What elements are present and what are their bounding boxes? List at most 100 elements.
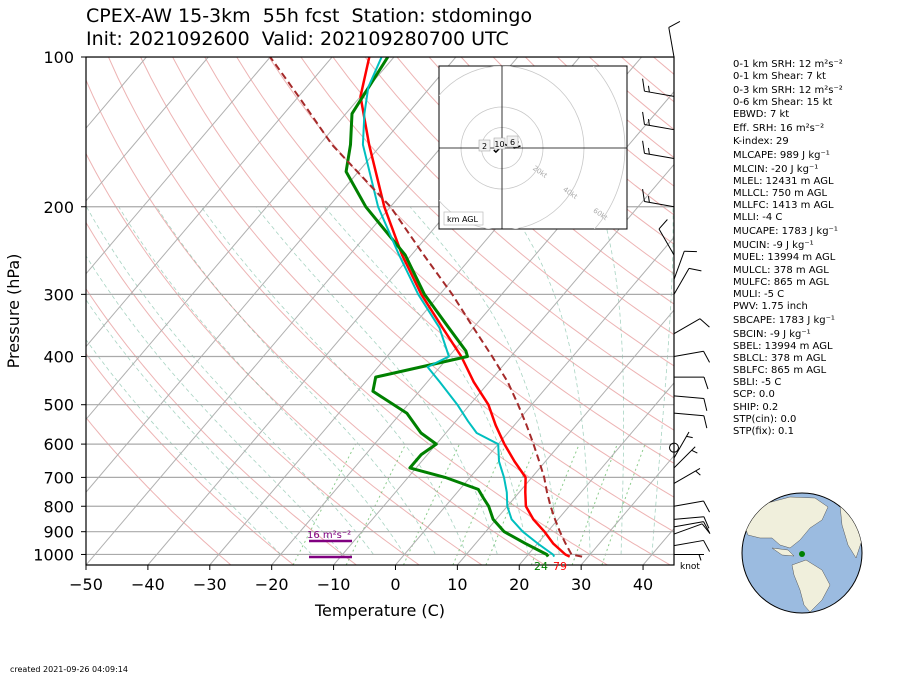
mixing-ratio-line — [601, 443, 646, 565]
isotherm — [580, 455, 674, 565]
index-line: MULI: -5 C — [733, 288, 785, 300]
index-line: SBLFC: 865 m AGL — [733, 365, 827, 377]
indices-panel: 0-1 km SRH: 12 m²s⁻² 0-1 km Shear: 7 kt 0-… — [733, 57, 843, 438]
wind-barb — [673, 412, 708, 429]
plot-frame — [85, 56, 675, 566]
parcel-profile — [269, 57, 583, 558]
created-timestamp: created 2021-09-26 04:09:14 — [10, 665, 128, 674]
index-line: MLLFC: 1413 m AGL — [733, 200, 834, 212]
y-tick-label: 600 — [43, 435, 74, 454]
wind-barbs — [642, 20, 711, 561]
isotherm — [86, 57, 395, 421]
index-line: 0-3 km SRH: 12 m²s⁻² — [733, 85, 843, 97]
hodograph-height-label: 2 — [482, 142, 487, 151]
bottom-temperature-label: 79 — [553, 560, 567, 573]
x-axis-label: Temperature (C) — [314, 601, 445, 620]
dry-adiabat — [268, 57, 674, 431]
dry-adiabat — [86, 288, 357, 565]
y-tick-label: 100 — [43, 48, 74, 67]
location-globe — [741, 492, 863, 614]
index-line: 0-6 km Shear: 15 kt — [733, 97, 833, 109]
isotherm — [86, 57, 209, 202]
x-tick-label: 0 — [390, 575, 400, 594]
wind-barb — [673, 446, 698, 469]
hodograph-height-label: 10 — [494, 140, 504, 149]
title-line-1: CPEX-AW 15-3km 55h fcst Station: stdomin… — [86, 5, 533, 27]
wind-barb — [642, 188, 675, 208]
mixing-ratio-line — [485, 443, 538, 565]
y-tick-label: 500 — [43, 396, 74, 415]
x-tick-label: −30 — [193, 575, 227, 594]
x-tick-label: 40 — [633, 575, 653, 594]
index-line: SBCIN: -9 J kg⁻¹ — [733, 328, 811, 340]
dry-adiabat — [396, 57, 674, 305]
wind-barb — [673, 267, 702, 295]
isotherm — [395, 236, 674, 565]
dry-adiabat — [204, 57, 674, 498]
moist-adiabat — [86, 299, 312, 555]
wind-barb — [673, 468, 701, 484]
dry-adiabat — [300, 57, 674, 399]
wind-barb — [642, 111, 675, 131]
wind-barb — [673, 395, 708, 411]
index-line: PWV: 1.75 inch — [733, 300, 808, 312]
wind-barb — [673, 516, 710, 529]
index-line: MLLI: -4 C — [733, 212, 783, 224]
index-line: SBEL: 13994 m AGL — [733, 341, 833, 353]
dewpoint-profile — [344, 57, 550, 558]
wind-barb — [642, 140, 675, 160]
hodograph-legend-label: km AGL — [447, 215, 479, 224]
index-line: MLLCL: 750 m AGL — [733, 187, 828, 199]
dry-adiabat — [108, 57, 608, 565]
station-marker — [799, 551, 805, 557]
hodograph-height-box — [506, 135, 519, 148]
wind-barb — [673, 350, 711, 363]
x-tick-label: −40 — [131, 575, 165, 594]
dry-adiabat — [332, 57, 674, 367]
x-tick-label: −50 — [69, 575, 103, 594]
isotherm — [456, 309, 674, 565]
dry-adiabat — [86, 152, 483, 565]
isotherm — [86, 57, 271, 275]
dry-adiabat — [86, 78, 545, 565]
y-tick-label: 400 — [43, 348, 74, 367]
moist-adiabat — [255, 206, 498, 555]
wind-barb — [668, 20, 681, 58]
y-tick-label: 300 — [43, 285, 74, 304]
index-line: 0-1 km SRH: 12 m²s⁻² — [733, 59, 843, 70]
hodograph-height-box — [493, 137, 506, 150]
index-line: STP(cin): 0.0 — [733, 413, 797, 425]
isotherm — [86, 57, 333, 348]
moist-adiabat — [600, 206, 624, 555]
temperature-profile — [359, 57, 571, 558]
moist-adiabat — [508, 206, 591, 555]
y-tick-label: 800 — [43, 497, 74, 516]
dry-adiabat — [364, 57, 674, 336]
dry-adiabat — [86, 416, 232, 565]
hodograph-height-box — [478, 139, 491, 152]
wind-barb — [669, 442, 679, 453]
index-line: MUCIN: -9 J kg⁻¹ — [733, 240, 814, 252]
srh-label: 16 m²s⁻² — [307, 530, 351, 541]
wetbulb-profile — [361, 57, 556, 558]
y-tick-label: 900 — [43, 523, 74, 542]
mixing-ratio-line — [292, 443, 357, 565]
index-line: MULCL: 378 m AGL — [733, 264, 829, 276]
y-tick-label: 700 — [43, 468, 74, 487]
hodograph-height-label: 6 — [510, 138, 515, 147]
hodograph-frame — [438, 65, 628, 230]
wind-barb — [673, 250, 697, 280]
wind-barb — [673, 523, 711, 535]
wind-barb — [658, 219, 675, 256]
wind-barb — [673, 539, 711, 552]
isotherm — [333, 163, 674, 565]
index-line: MLCAPE: 989 J kg⁻¹ — [733, 149, 830, 161]
wind-barb — [673, 500, 711, 513]
index-line: MUCAPE: 1783 J kg⁻¹ — [733, 226, 838, 238]
dry-adiabat — [86, 352, 295, 565]
index-line: MLCIN: -20 J kg⁻¹ — [733, 163, 819, 175]
wind-barb — [673, 521, 711, 533]
moist-adiabat — [86, 206, 374, 555]
